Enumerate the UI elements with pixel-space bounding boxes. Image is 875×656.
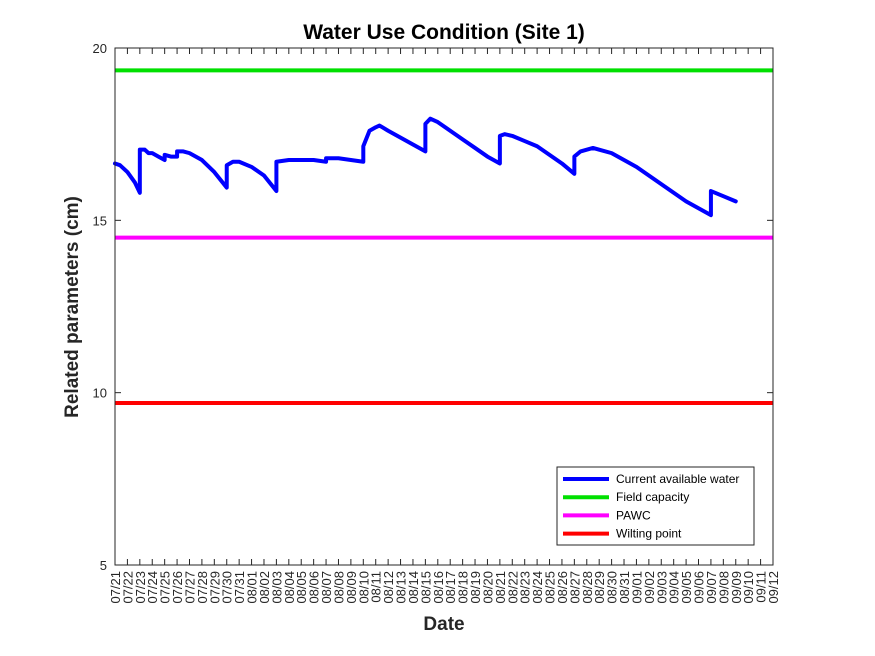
legend: Current available water Field capacity PAW… bbox=[556, 466, 755, 546]
x-axis-label: Date bbox=[423, 614, 464, 635]
y-tick-label: 10 bbox=[93, 386, 107, 401]
y-tick-label: 20 bbox=[93, 41, 107, 56]
x-tick-label: 08/22 bbox=[505, 571, 520, 604]
x-tick-label: 08/01 bbox=[245, 571, 260, 604]
x-tick-label: 09/06 bbox=[692, 571, 707, 604]
x-tick-label: 08/13 bbox=[394, 571, 409, 604]
chart-title: Water Use Condition (Site 1) bbox=[303, 21, 585, 44]
x-tick-label: 08/16 bbox=[431, 571, 446, 604]
x-tick-label: 08/26 bbox=[555, 571, 570, 604]
x-tick-label: 09/01 bbox=[629, 571, 644, 604]
x-tick-label: 08/20 bbox=[480, 571, 495, 604]
plot-frame bbox=[114, 47, 774, 566]
x-tick-label: 08/27 bbox=[567, 571, 582, 604]
plot-area bbox=[113, 68, 773, 406]
x-tick-label: 09/02 bbox=[642, 571, 657, 604]
x-tick-label: 09/03 bbox=[654, 571, 669, 604]
x-tick-label: 08/12 bbox=[381, 571, 396, 604]
x-tick-label: 08/05 bbox=[294, 571, 309, 604]
legend-label-pawc: PAWC bbox=[616, 508, 651, 522]
y-tick-label: 15 bbox=[93, 213, 107, 228]
x-tick-label: 08/28 bbox=[580, 571, 595, 604]
x-tick-label: 08/15 bbox=[418, 571, 433, 604]
current-available-water-line bbox=[113, 116, 738, 218]
x-tick-label: 08/10 bbox=[356, 571, 371, 604]
x-tick-label: 07/24 bbox=[145, 571, 160, 604]
x-tick-label: 08/19 bbox=[468, 571, 483, 604]
x-tick-label: 07/23 bbox=[133, 571, 148, 604]
x-tick-label: 08/04 bbox=[282, 571, 297, 604]
x-tick-label: 09/12 bbox=[766, 571, 781, 604]
x-tick-label: 08/07 bbox=[319, 571, 334, 604]
x-tick-label: 09/09 bbox=[729, 571, 744, 604]
legend-label-current-available-water: Current available water bbox=[616, 472, 739, 486]
x-tick-label: 07/26 bbox=[170, 571, 185, 604]
x-tick-label: 08/03 bbox=[269, 571, 284, 604]
x-tick-label: 08/02 bbox=[257, 571, 272, 604]
x-tick-label: 08/11 bbox=[369, 571, 384, 603]
x-tick-label: 08/23 bbox=[518, 571, 533, 604]
legend-label-field-capacity: Field capacity bbox=[616, 490, 689, 504]
axes: 510152007/2107/2207/2307/2407/2507/2607/… bbox=[93, 41, 781, 604]
y-tick-label: 5 bbox=[100, 558, 107, 573]
x-tick-label: 09/11 bbox=[754, 571, 769, 603]
x-tick-label: 07/31 bbox=[232, 571, 247, 604]
x-tick-label: 08/14 bbox=[406, 571, 421, 604]
x-tick-label: 07/29 bbox=[207, 571, 222, 604]
x-tick-label: 07/27 bbox=[182, 571, 197, 604]
x-tick-label: 09/05 bbox=[679, 571, 694, 604]
x-tick-label: 08/24 bbox=[530, 571, 545, 604]
x-tick-label: 09/07 bbox=[704, 571, 719, 604]
x-tick-label: 08/30 bbox=[605, 571, 620, 604]
legend-label-wilting-point: Wilting point bbox=[616, 527, 682, 541]
y-axis-label: Related parameters (cm) bbox=[62, 196, 83, 418]
x-tick-label: 08/25 bbox=[543, 571, 558, 604]
x-tick-label: 08/08 bbox=[331, 571, 346, 604]
x-tick-label: 07/21 bbox=[108, 571, 123, 604]
x-tick-label: 08/09 bbox=[344, 571, 359, 604]
x-tick-label: 07/25 bbox=[158, 571, 173, 604]
x-tick-label: 08/21 bbox=[493, 571, 508, 604]
x-tick-label: 07/28 bbox=[195, 571, 210, 604]
x-tick-label: 09/04 bbox=[667, 571, 682, 604]
x-tick-label: 07/30 bbox=[220, 571, 235, 604]
x-tick-label: 09/10 bbox=[741, 571, 756, 604]
x-tick-label: 08/29 bbox=[592, 571, 607, 604]
x-tick-label: 08/31 bbox=[617, 571, 632, 604]
x-tick-label: 07/22 bbox=[120, 571, 135, 604]
x-tick-label: 08/17 bbox=[443, 571, 458, 604]
x-tick-label: 08/18 bbox=[456, 571, 471, 604]
x-tick-label: 08/06 bbox=[307, 571, 322, 604]
x-tick-label: 09/08 bbox=[716, 571, 731, 604]
